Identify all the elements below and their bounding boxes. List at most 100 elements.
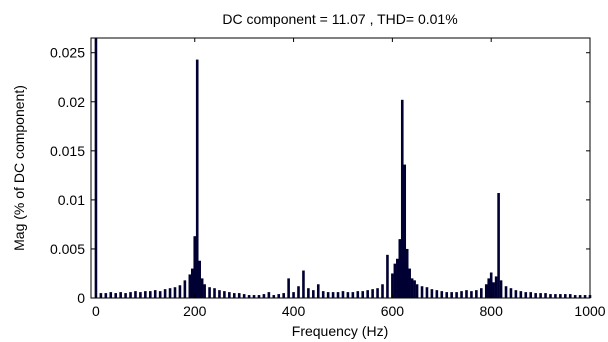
bar-900hz xyxy=(539,293,542,298)
bar-0hz xyxy=(94,38,98,298)
bar-770hz xyxy=(475,290,478,298)
bar-640hz xyxy=(410,278,414,298)
bar-480hz xyxy=(331,292,335,298)
bar-450hz xyxy=(316,284,320,298)
bar-370hz xyxy=(277,294,281,298)
bar-260hz xyxy=(223,291,226,298)
bar-310hz xyxy=(247,295,251,298)
y-axis-label: Mag (% of DC component) xyxy=(11,85,27,251)
bar-890hz xyxy=(534,293,537,298)
bar-880hz xyxy=(529,292,533,298)
bar-615hz xyxy=(398,239,402,298)
bar-940hz xyxy=(559,294,562,298)
bar-80hz xyxy=(134,291,137,298)
bar-510hz xyxy=(346,292,350,298)
x-tick-label: 1000 xyxy=(574,303,605,319)
bar-340hz xyxy=(262,294,266,298)
bar-280hz xyxy=(232,293,236,298)
bar-90hz xyxy=(139,292,142,298)
bar-390hz xyxy=(287,278,290,298)
bar-300hz xyxy=(242,294,246,298)
bar-130hz xyxy=(158,291,162,298)
bar-730hz xyxy=(455,292,458,298)
bar-815hz xyxy=(497,193,500,298)
bar-840hz xyxy=(509,288,513,298)
bar-40hz xyxy=(114,293,117,298)
bar-990hz xyxy=(583,295,587,298)
bar-870hz xyxy=(524,292,528,298)
bar-740hz xyxy=(460,291,463,298)
bar-680hz xyxy=(430,289,434,298)
bar-215hz xyxy=(200,278,204,298)
x-tick-label: 400 xyxy=(282,303,306,319)
bar-750hz xyxy=(465,290,468,298)
bar-70hz xyxy=(129,292,132,298)
bar-380hz xyxy=(282,293,285,298)
bar-620hz xyxy=(400,99,404,298)
bar-170hz xyxy=(178,285,182,298)
bar-440hz xyxy=(312,290,315,298)
bar-180hz xyxy=(183,280,187,298)
bar-760hz xyxy=(470,291,473,298)
x-tick-label: 200 xyxy=(183,303,207,319)
bar-490hz xyxy=(336,292,340,298)
bar-430hz xyxy=(307,288,310,298)
bar-50hz xyxy=(119,292,122,298)
bar-720hz xyxy=(450,292,453,298)
bar-20hz xyxy=(104,293,108,298)
bar-320hz xyxy=(252,295,256,298)
bar-645hz xyxy=(413,280,416,298)
bar-520hz xyxy=(351,292,355,298)
bar-810hz xyxy=(494,276,498,298)
bar-920hz xyxy=(549,294,552,298)
bar-600hz xyxy=(391,273,394,298)
bar-150hz xyxy=(168,288,172,298)
bar-630hz xyxy=(405,248,409,298)
y-tick-label: 0 xyxy=(77,290,85,306)
bar-570hz xyxy=(376,288,379,298)
bar-470hz xyxy=(326,292,330,298)
bar-780hz xyxy=(480,288,483,298)
x-axis-label: Frequency (Hz) xyxy=(292,323,388,339)
bar-700hz xyxy=(440,291,444,298)
bar-960hz xyxy=(568,294,572,298)
bar-420hz xyxy=(302,270,305,298)
bar-830hz xyxy=(504,286,508,298)
bar-360hz xyxy=(272,295,276,298)
bar-790hz xyxy=(484,284,488,298)
bars-group xyxy=(94,38,592,298)
bar-200hz xyxy=(193,236,197,298)
bar-805hz xyxy=(492,282,495,298)
bar-500hz xyxy=(341,291,345,298)
bar-950hz xyxy=(564,294,567,298)
bar-560hz xyxy=(371,289,374,298)
bar-140hz xyxy=(163,289,167,298)
bar-690hz xyxy=(435,290,439,298)
x-tick-label: 600 xyxy=(381,303,405,319)
bar-550hz xyxy=(366,290,369,298)
bar-540hz xyxy=(361,291,365,298)
bar-610hz xyxy=(396,258,399,298)
bar-930hz xyxy=(554,294,557,298)
bar-660hz xyxy=(420,286,424,298)
bar-205hz xyxy=(195,59,199,298)
bar-460hz xyxy=(321,291,325,298)
y-tick-label: 0.025 xyxy=(50,45,85,61)
bar-160hz xyxy=(173,287,177,298)
bar-60hz xyxy=(124,293,127,298)
y-tick-label: 0.02 xyxy=(58,94,85,110)
bar-195hz xyxy=(190,268,194,298)
bar-635hz xyxy=(408,268,411,298)
bar-910hz xyxy=(544,293,547,298)
plot-frame xyxy=(90,37,591,299)
bar-110hz xyxy=(148,291,152,298)
bar-410hz xyxy=(297,286,300,298)
chart-title: DC component = 11.07 , THD= 0.01% xyxy=(222,11,457,27)
y-tick-label: 0.015 xyxy=(50,143,85,159)
x-axis: 0 200 400 600 800 1000 xyxy=(92,38,606,319)
bar-710hz xyxy=(445,292,449,298)
bar-980hz xyxy=(578,295,582,298)
bar-210hz xyxy=(198,260,201,298)
